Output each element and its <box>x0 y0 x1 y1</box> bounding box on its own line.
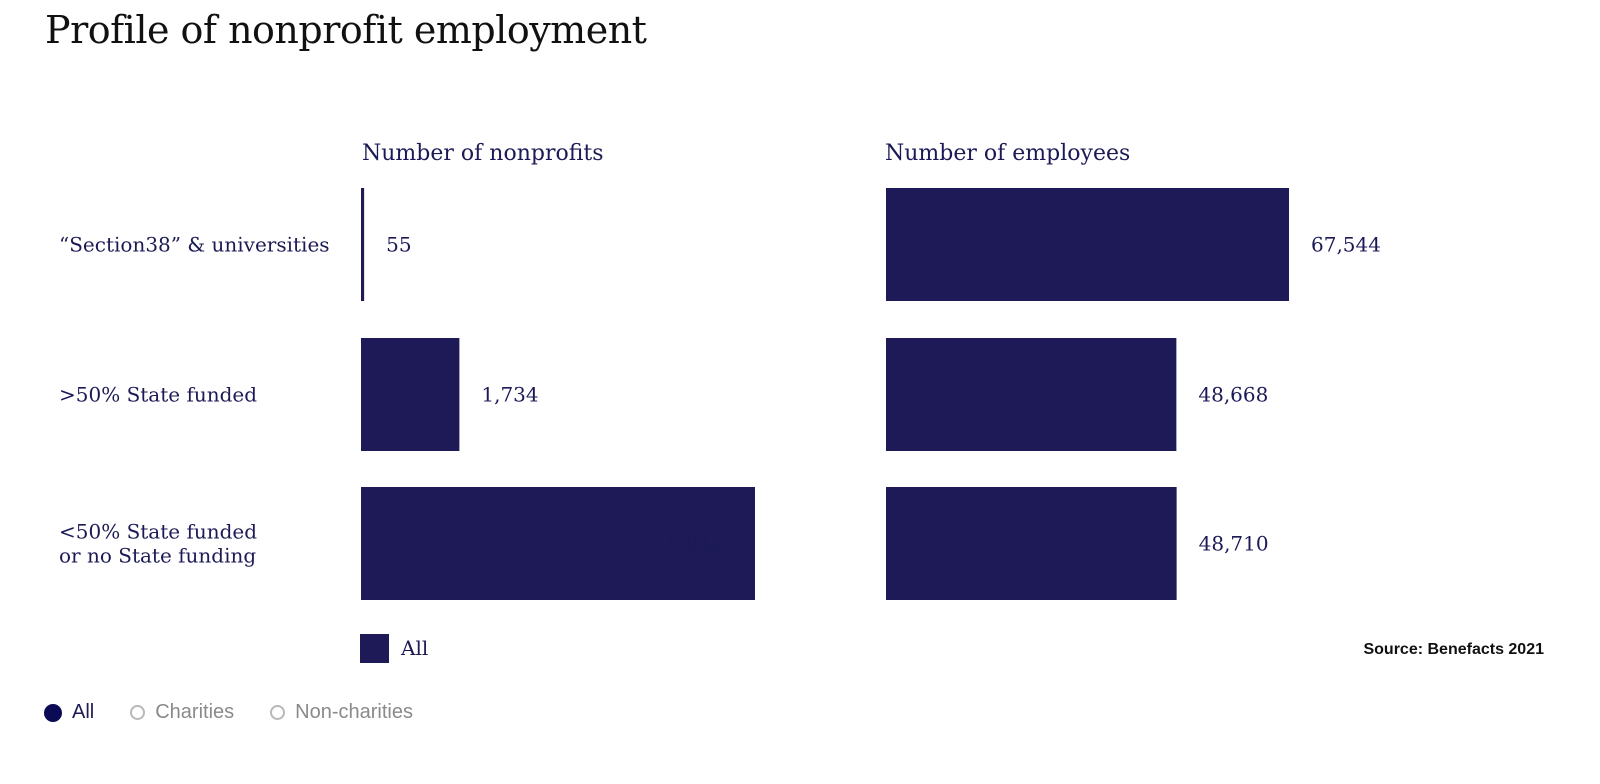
filter-option-non-charities[interactable]: Non-charities <box>270 701 413 724</box>
category-label-line: <50% State funded <box>59 520 257 544</box>
bar <box>886 338 1177 451</box>
filter-label: Non-charities <box>295 701 413 723</box>
data-label: 1,734 <box>481 383 538 407</box>
data-label: 6,944 <box>667 532 724 556</box>
chart-title: Profile of nonprofit employment <box>45 8 647 52</box>
legend-swatch <box>360 634 389 663</box>
filter-label: Charities <box>155 701 235 723</box>
radio-button-icon[interactable] <box>270 705 286 720</box>
source-note: Source: Benefacts 2021 <box>1363 641 1544 658</box>
data-label: 48,710 <box>1199 532 1269 556</box>
category-label: >50% State funded <box>59 383 257 407</box>
bar <box>886 188 1289 301</box>
filter-label: All <box>72 701 95 723</box>
bar <box>886 487 1177 600</box>
panel-title: Number of nonprofits <box>362 141 604 166</box>
filter-option-charities[interactable]: Charities <box>130 701 234 724</box>
bar <box>361 188 365 301</box>
filter-option-all[interactable]: All <box>44 701 94 724</box>
data-label: 55 <box>386 233 411 257</box>
category-label: <50% State funded or no State funding <box>59 520 257 568</box>
category-label: “Section38” & universities <box>59 233 330 257</box>
legend-label: All <box>400 636 428 660</box>
bar <box>361 487 755 600</box>
filter-radio-group: All Charities Non-charities <box>44 701 449 724</box>
category-label-line: “Section38” & universities <box>59 233 330 257</box>
data-label: 67,544 <box>1311 233 1381 257</box>
panel-title: Number of employees <box>885 141 1130 166</box>
category-label-line: >50% State funded <box>59 383 257 407</box>
radio-button-icon[interactable] <box>44 703 62 722</box>
category-label-line: or no State funding <box>59 544 256 568</box>
bar <box>361 338 460 451</box>
radio-button-icon[interactable] <box>130 705 146 720</box>
data-label: 48,668 <box>1198 383 1268 407</box>
